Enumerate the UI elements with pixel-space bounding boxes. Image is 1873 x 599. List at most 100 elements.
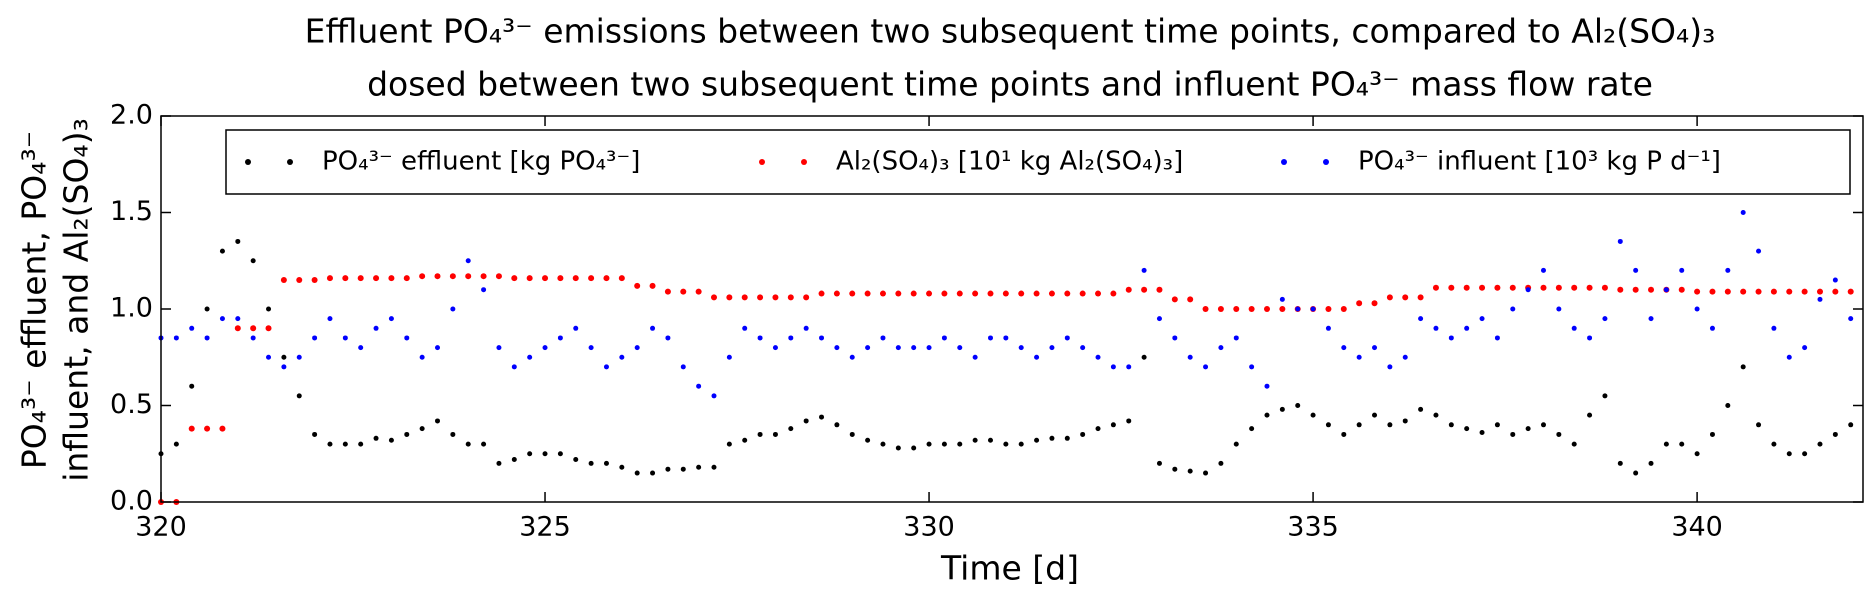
- data-point: [358, 441, 364, 447]
- data-point: [1740, 364, 1746, 370]
- x-axis-label: Time [d]: [940, 549, 1079, 588]
- data-point: [1248, 306, 1255, 312]
- data-point: [1740, 288, 1747, 295]
- data-point: [634, 282, 641, 289]
- y-tick-label: 2.0: [110, 100, 153, 131]
- data-point: [1648, 316, 1654, 322]
- data-point: [434, 345, 440, 351]
- data-point: [312, 431, 318, 437]
- data-point: [465, 273, 472, 280]
- data-point: [557, 451, 563, 457]
- data-point: [327, 316, 333, 322]
- data-point: [926, 290, 933, 297]
- data-point: [1494, 335, 1500, 341]
- data-point: [649, 282, 656, 289]
- data-point: [1172, 335, 1178, 341]
- data-point: [404, 335, 410, 341]
- data-point: [434, 418, 440, 424]
- data-point: [1525, 426, 1531, 432]
- data-point: [1203, 470, 1209, 476]
- data-point: [327, 441, 333, 447]
- data-point: [680, 288, 687, 295]
- data-point: [388, 316, 394, 322]
- data-point: [911, 345, 917, 351]
- data-point: [326, 275, 333, 282]
- data-point: [1633, 470, 1639, 476]
- data-point: [1756, 422, 1762, 428]
- data-point: [250, 335, 256, 341]
- data-point: [266, 354, 272, 360]
- data-point: [1156, 286, 1163, 293]
- data-point: [1663, 287, 1669, 293]
- data-point: [1233, 441, 1239, 447]
- data-point: [1387, 364, 1393, 370]
- data-point: [1126, 418, 1132, 424]
- data-point: [650, 470, 656, 476]
- data-point: [910, 290, 917, 297]
- data-point: [1095, 354, 1101, 360]
- data-point: [1080, 431, 1086, 437]
- data-point: [695, 288, 702, 295]
- x-tick-label: 330: [903, 512, 955, 543]
- data-point: [1372, 412, 1378, 418]
- data-point: [1141, 286, 1148, 293]
- data-point: [696, 383, 702, 389]
- data-point: [1018, 345, 1024, 351]
- data-point: [265, 325, 272, 332]
- data-point: [1540, 267, 1546, 273]
- data-point: [1279, 406, 1285, 412]
- data-point: [1817, 441, 1823, 447]
- data-point: [542, 451, 548, 457]
- data-point: [1034, 437, 1040, 443]
- data-point: [296, 277, 303, 284]
- data-point: [879, 290, 886, 297]
- data-point: [742, 437, 748, 443]
- data-point: [1356, 354, 1362, 360]
- data-point: [834, 422, 840, 428]
- data-point: [388, 275, 395, 282]
- y-tick-label: 1.0: [110, 293, 153, 324]
- x-tick-label: 335: [1287, 512, 1339, 543]
- data-point: [450, 431, 456, 437]
- data-point: [1033, 290, 1040, 297]
- data-point: [1464, 325, 1470, 331]
- data-point: [1048, 290, 1055, 297]
- data-point: [772, 345, 778, 351]
- data-point: [1479, 316, 1485, 322]
- data-point: [818, 290, 825, 297]
- data-point: [1079, 290, 1086, 297]
- data-point: [1494, 284, 1501, 291]
- data-point: [726, 354, 732, 360]
- data-point: [1325, 325, 1331, 331]
- data-point: [1617, 286, 1624, 293]
- data-point: [1233, 335, 1239, 341]
- data-point: [527, 451, 533, 457]
- legend-marker: [801, 159, 807, 165]
- data-point: [1156, 316, 1162, 322]
- data-point: [311, 277, 318, 284]
- data-point: [204, 425, 211, 432]
- data-point: [419, 426, 425, 432]
- data-point: [1433, 325, 1439, 331]
- data-point: [865, 437, 871, 443]
- y-axis-label: influent, and Al₂(SO₄)₃: [57, 118, 96, 482]
- data-point: [572, 275, 579, 282]
- data-point: [1694, 306, 1700, 312]
- data-point: [1678, 286, 1685, 293]
- data-point: [803, 418, 809, 424]
- data-point: [342, 441, 348, 447]
- data-point: [235, 316, 241, 322]
- data-point: [957, 441, 963, 447]
- data-point: [972, 290, 979, 297]
- data-point: [757, 335, 763, 341]
- data-point: [1018, 441, 1024, 447]
- data-point: [1433, 412, 1439, 418]
- data-point: [1832, 277, 1838, 283]
- y-tick-label: 0.5: [110, 389, 153, 420]
- data-point: [465, 258, 471, 264]
- data-point: [865, 345, 871, 351]
- data-point: [465, 441, 471, 447]
- data-point: [726, 294, 733, 301]
- data-point: [204, 306, 210, 312]
